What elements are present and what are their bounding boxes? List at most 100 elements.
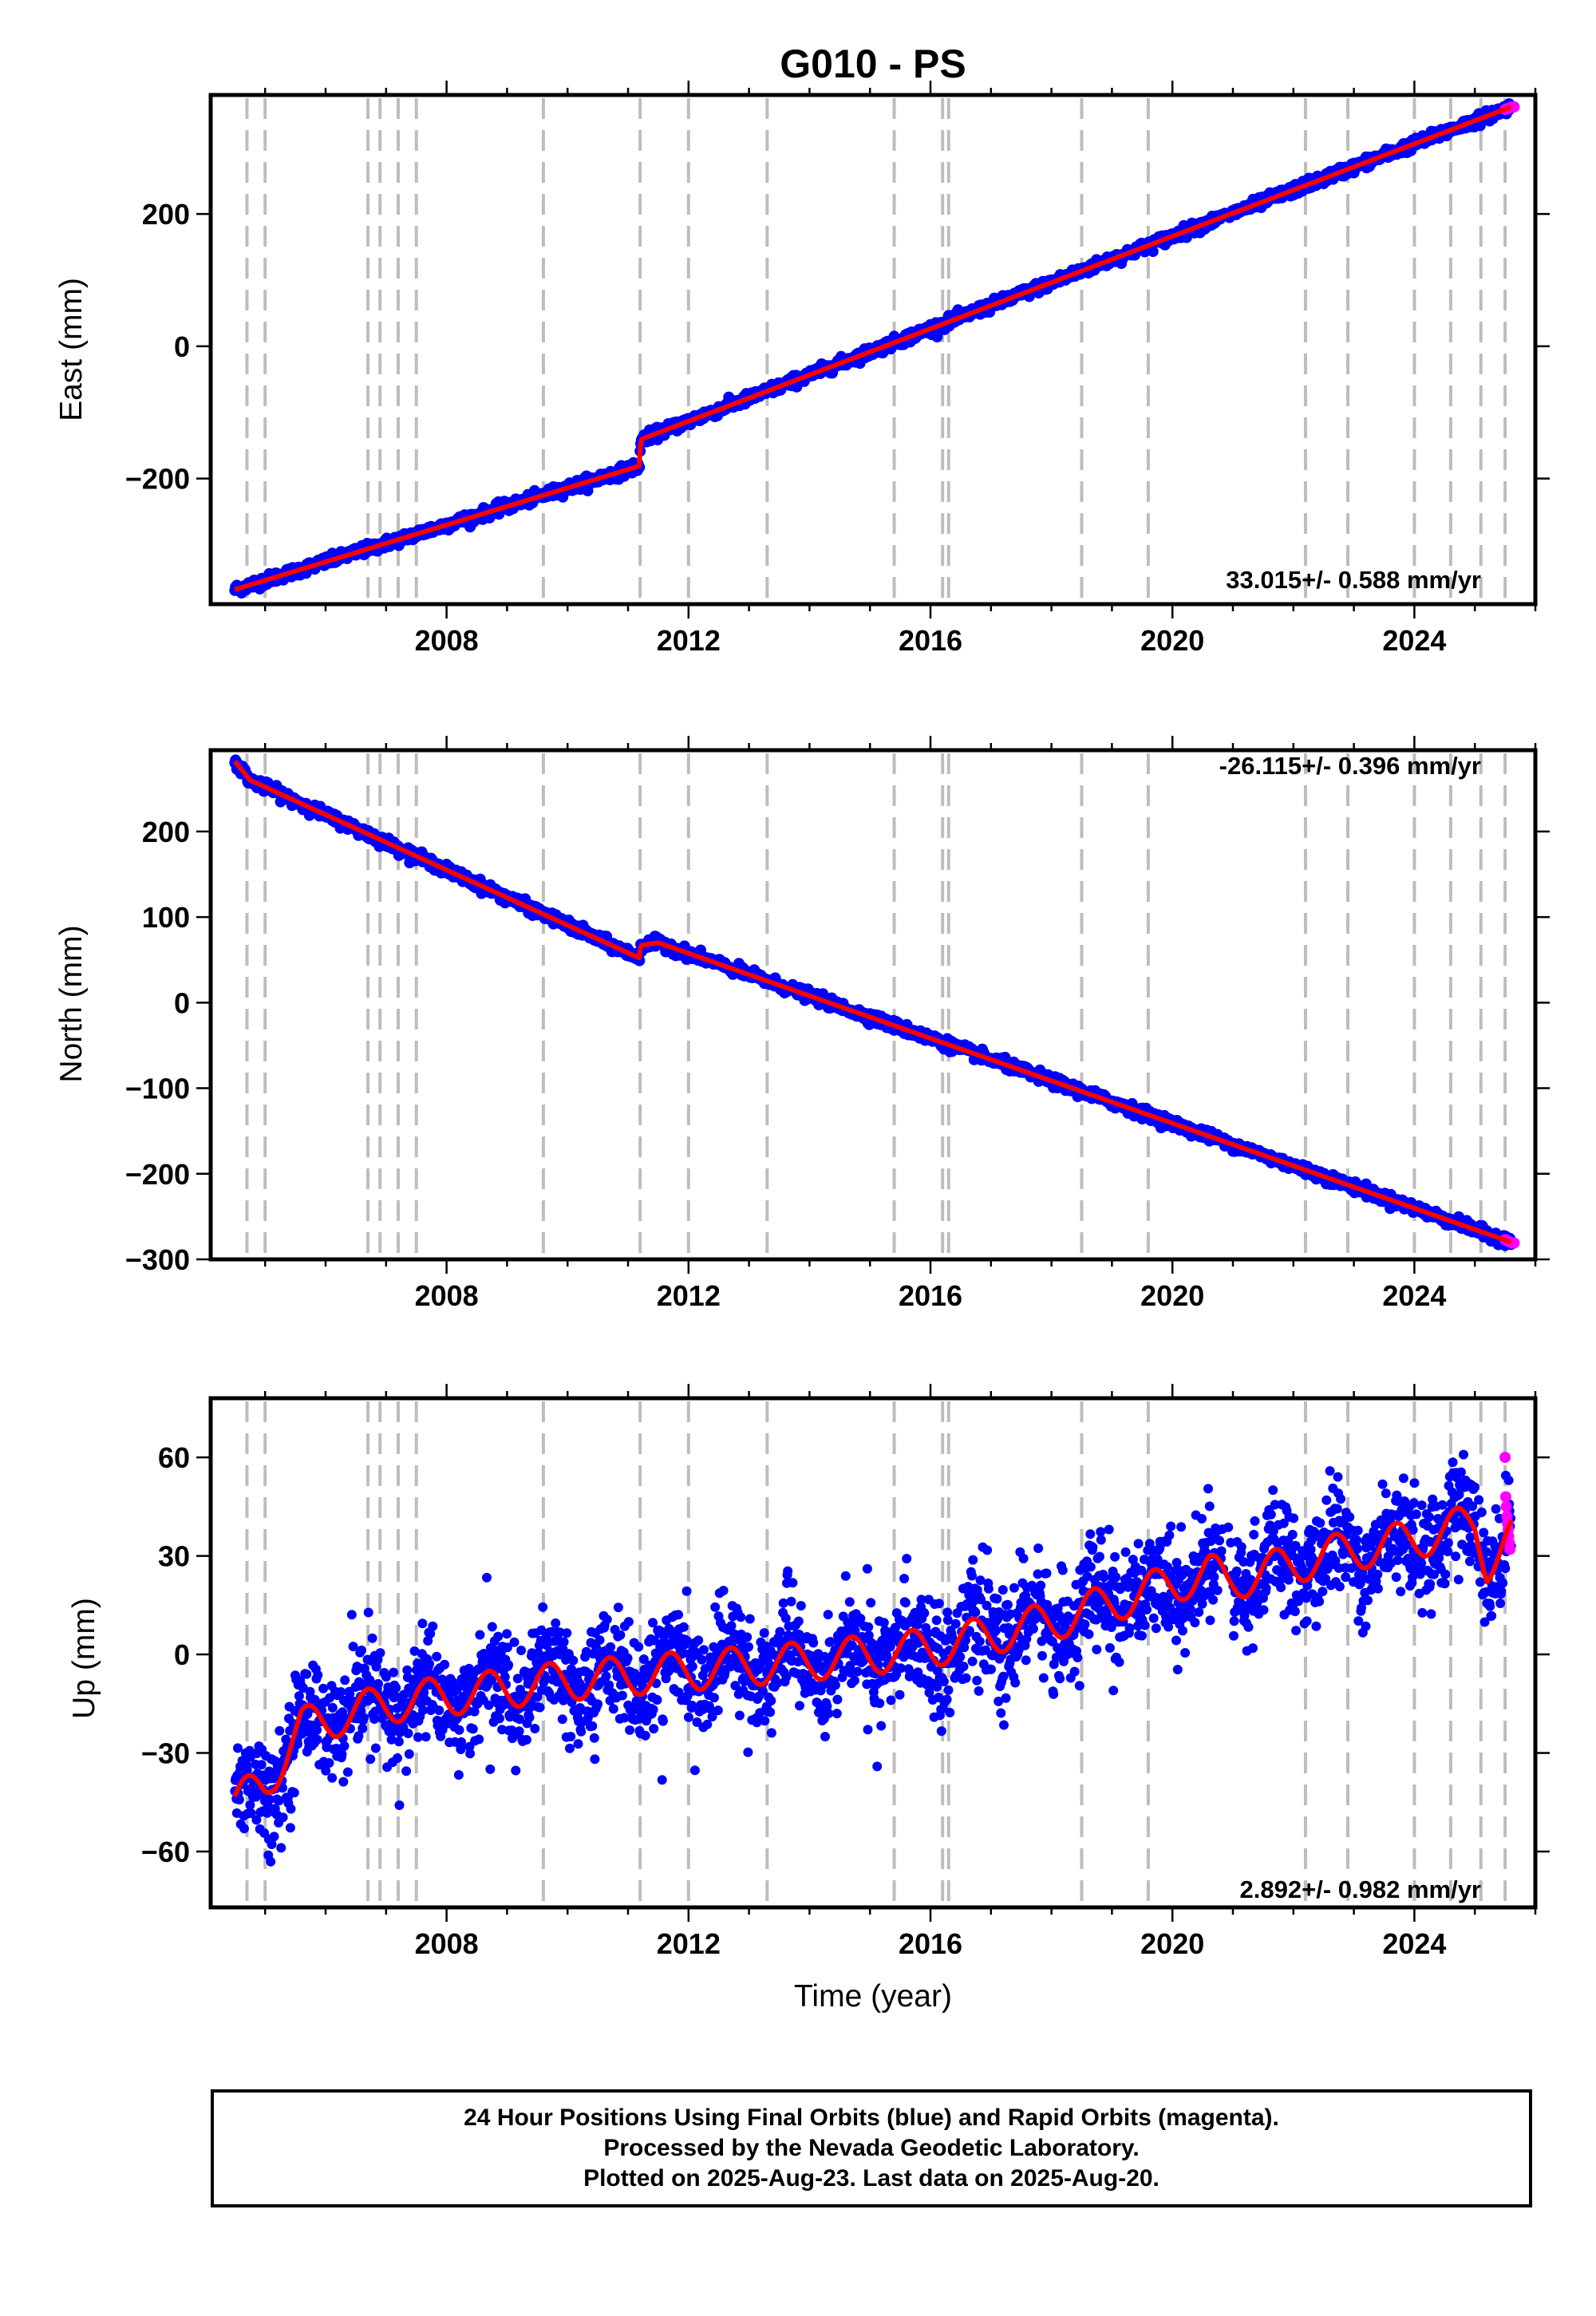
final-orbit-point (674, 1610, 683, 1620)
final-orbit-point (302, 1669, 312, 1679)
final-orbit-point (482, 1572, 492, 1583)
final-orbit-point (475, 1630, 485, 1640)
final-orbit-point (658, 1716, 668, 1726)
final-orbit-point (340, 1675, 350, 1686)
final-orbit-point (239, 1824, 249, 1834)
final-orbit-point (327, 1773, 338, 1783)
final-orbit-point (511, 1765, 521, 1776)
final-orbit-point (687, 1662, 697, 1672)
final-orbit-point (337, 1749, 347, 1759)
final-orbit-point (689, 1765, 700, 1776)
east-axis-label: East (mm) (54, 278, 89, 421)
final-orbit-point (606, 1642, 616, 1652)
final-orbit-point (493, 1631, 504, 1642)
east-plot-frame (208, 93, 1538, 607)
final-orbit-point (693, 1635, 704, 1646)
final-orbit-point (576, 1726, 587, 1737)
y-tick-label: 100 (142, 901, 190, 934)
final-orbit-point (338, 1777, 349, 1787)
final-orbit-point (286, 1804, 296, 1814)
final-orbit-point (509, 1637, 519, 1647)
final-orbit-point (421, 1732, 431, 1742)
final-orbit-point (622, 1653, 633, 1663)
final-orbit-point (375, 1648, 385, 1658)
final-orbit-point (681, 1586, 692, 1596)
final-orbit-point (404, 1749, 414, 1759)
final-orbit-point (710, 1602, 721, 1612)
final-orbit-point (682, 1636, 693, 1646)
final-orbit-point (608, 1704, 618, 1714)
final-orbit-point (289, 1788, 299, 1798)
y-tick-label: −300 (125, 1243, 190, 1276)
x-tick-label: 2024 (1382, 1279, 1446, 1312)
final-orbit-point (562, 1628, 572, 1638)
y-tick-label: −200 (125, 1158, 190, 1191)
final-orbit-point (657, 1775, 667, 1785)
final-orbit-point (595, 1635, 605, 1645)
final-orbit-point (327, 1702, 338, 1713)
model-fit-line (234, 105, 1512, 592)
final-orbit-point (389, 1667, 399, 1678)
final-orbit-point (393, 1737, 404, 1747)
x-tick-label: 2008 (415, 1279, 479, 1312)
final-orbit-point (687, 1701, 697, 1710)
final-orbit-point (640, 1730, 650, 1741)
north-rate-label: -26.115+/- 0.396 mm/yr (1219, 752, 1481, 780)
final-orbit-point (403, 1729, 413, 1738)
final-orbit-point (601, 1671, 611, 1682)
final-orbit-point (705, 1703, 715, 1713)
y-tick-label: 0 (174, 330, 190, 363)
final-orbit-point (373, 1678, 383, 1689)
final-orbit-point (634, 1642, 644, 1652)
final-orbit-point (465, 1749, 476, 1759)
y-tick-label: −200 (125, 463, 190, 496)
final-orbit-point (623, 1617, 634, 1627)
x-tick-label: 2008 (415, 624, 479, 657)
final-orbit-point (538, 1602, 548, 1612)
final-orbit-point (718, 1586, 729, 1595)
final-orbit-point (593, 1699, 603, 1709)
final-orbit-point (524, 1713, 535, 1722)
final-orbit-point (336, 1687, 346, 1697)
final-orbit-point (521, 1735, 531, 1745)
y-tick-label: 200 (142, 816, 190, 848)
final-orbit-point (370, 1743, 381, 1753)
final-orbit-point (551, 1618, 561, 1628)
final-orbit-point (417, 1618, 428, 1629)
final-orbit-point (495, 1713, 504, 1724)
north-panel: 2008 2012 2016 2020 2024−300−200−1000100200 … (54, 736, 1550, 1312)
east-rate-label: 33.015+/- 0.588 mm/yr (1226, 566, 1481, 594)
final-orbit-point (312, 1734, 322, 1745)
final-orbit-point (318, 1683, 329, 1694)
final-orbit-point (440, 1659, 450, 1670)
final-orbit-point (432, 1651, 442, 1662)
final-orbit-point (697, 1654, 707, 1665)
final-orbit-point (566, 1732, 576, 1741)
final-orbit-point (312, 1725, 322, 1735)
final-orbit-point (602, 1614, 612, 1625)
x-tick-label: 2016 (899, 624, 962, 657)
final-orbit-point (394, 1800, 405, 1810)
final-orbit-point (346, 1610, 357, 1620)
y-tick-label: 200 (142, 198, 190, 231)
final-orbit-point (678, 1622, 689, 1632)
y-tick-label: 0 (174, 986, 190, 1019)
final-orbit-point (530, 1724, 540, 1733)
final-orbit-point (391, 1682, 401, 1693)
final-orbit-point (487, 1622, 497, 1632)
final-orbit-point (434, 1705, 444, 1716)
final-orbit-point (357, 1645, 367, 1655)
final-orbit-point (573, 1739, 583, 1749)
final-orbit-point (474, 1734, 484, 1745)
final-orbit-point (648, 1705, 658, 1715)
final-orbit-point (713, 1705, 723, 1716)
final-orbit-point (709, 1693, 719, 1703)
final-orbit-point (393, 1753, 402, 1763)
final-orbit-point (504, 1660, 514, 1670)
final-orbit-point (453, 1770, 464, 1780)
x-tick-label: 2012 (657, 624, 721, 657)
final-orbit-point (589, 1733, 599, 1743)
